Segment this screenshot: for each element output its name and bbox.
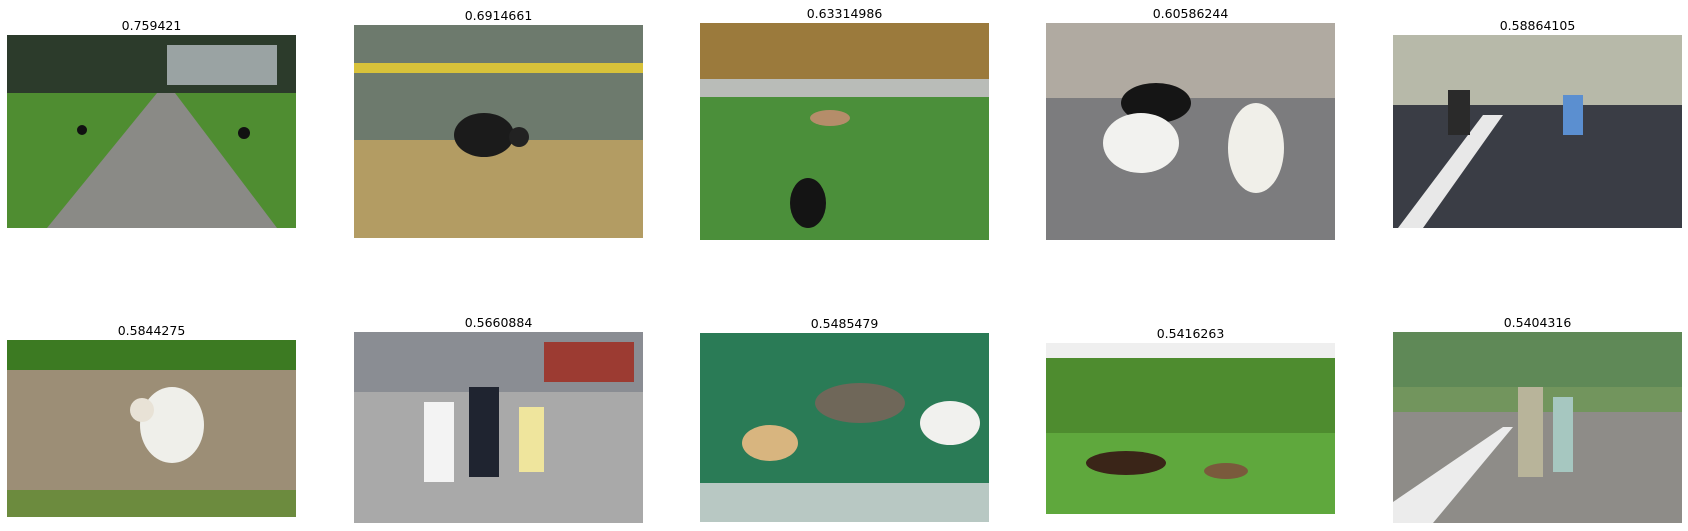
result-6[interactable]: 0.5844275: [7, 321, 296, 517]
result-10[interactable]: 0.5404316: [1393, 313, 1682, 523]
similarity-score: 0.5660884: [464, 315, 533, 330]
similarity-score: 0.5404316: [1503, 315, 1572, 330]
result-image[interactable]: [354, 25, 643, 238]
similarity-score: 0.63314986: [806, 6, 883, 21]
similarity-score: 0.5844275: [117, 323, 186, 338]
result-image[interactable]: [7, 340, 296, 517]
result-4[interactable]: 0.60586244: [1046, 4, 1335, 240]
result-8[interactable]: 0.5485479: [700, 314, 989, 522]
result-image[interactable]: [1393, 332, 1682, 523]
result-image[interactable]: [700, 23, 989, 240]
similarity-score: 0.5485479: [810, 316, 879, 331]
similarity-score: 0.759421: [121, 18, 182, 33]
similarity-score: 0.58864105: [1499, 18, 1576, 33]
result-image[interactable]: [1046, 23, 1335, 240]
result-7[interactable]: 0.5660884: [354, 313, 643, 523]
similarity-score: 0.5416263: [1156, 326, 1225, 341]
result-1[interactable]: 0.759421: [7, 16, 296, 228]
result-3[interactable]: 0.63314986: [700, 4, 989, 240]
result-2[interactable]: 0.6914661: [354, 6, 643, 238]
result-image[interactable]: [1046, 343, 1335, 514]
similarity-score: 0.6914661: [464, 8, 533, 23]
result-image[interactable]: [1393, 35, 1682, 228]
similarity-score: 0.60586244: [1152, 6, 1229, 21]
result-image[interactable]: [700, 333, 989, 522]
result-5[interactable]: 0.58864105: [1393, 16, 1682, 228]
result-image[interactable]: [354, 332, 643, 523]
result-image[interactable]: [7, 35, 296, 228]
result-9[interactable]: 0.5416263: [1046, 324, 1335, 514]
